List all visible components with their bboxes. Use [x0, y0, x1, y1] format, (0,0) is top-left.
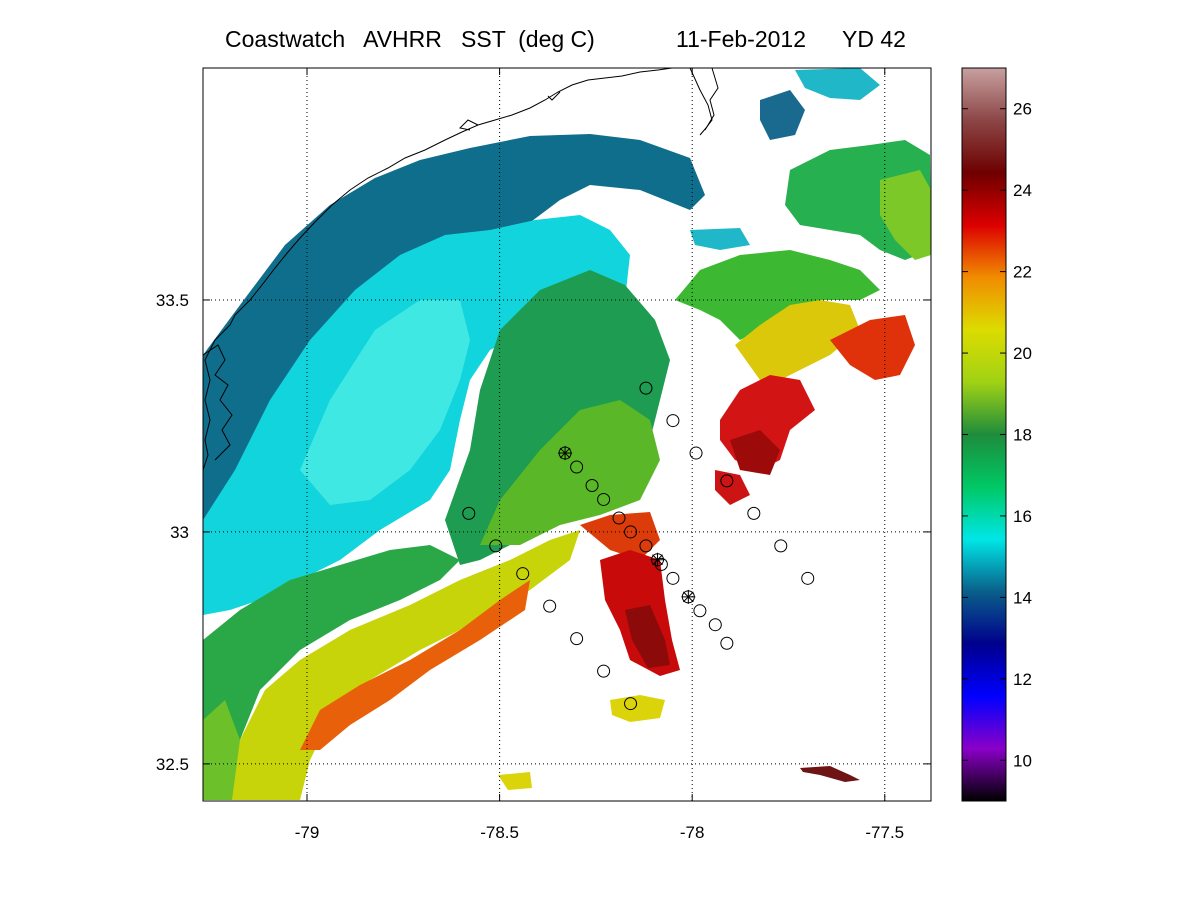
yearday-label: YD 42 [842, 26, 906, 52]
station-marker [720, 636, 734, 650]
colorbar-scale [961, 67, 1007, 802]
colorbar-tick-label: 18 [1013, 426, 1032, 445]
station-marker [489, 539, 503, 553]
sst-southwest-green [203, 545, 460, 800]
sst-red-inner [625, 605, 670, 668]
colorbar-tick-label: 16 [1013, 507, 1032, 526]
sst-east-orange-patch [830, 315, 915, 380]
station-marker [654, 557, 668, 571]
station-marker [666, 414, 680, 428]
station-marker [774, 539, 788, 553]
colorbar-tick-label: 20 [1013, 344, 1032, 363]
colorbar-tick-label: 14 [1013, 588, 1032, 607]
coast-barrier-island [704, 67, 719, 131]
sst-small-red-patch [715, 470, 750, 505]
sst-field [203, 68, 931, 800]
station-marker [597, 492, 611, 506]
sst-light-cyan-patch [300, 300, 470, 505]
sst-northeast-lime [880, 170, 931, 260]
product-title: Coastwatch AVHRR SST (deg C) [225, 26, 595, 52]
grid-lines [203, 68, 931, 801]
x-tick-label: -78 [680, 823, 705, 842]
colorbar-tick-label: 22 [1013, 263, 1032, 282]
colorbar-ticks: 10 12 14 16 18 20 22 24 26 [962, 100, 1032, 770]
station-marker [624, 525, 638, 539]
station-marker [720, 474, 734, 488]
sst-orange-band [300, 580, 530, 750]
x-tick-label: -78.5 [480, 823, 519, 842]
sst-dark-red-streak [800, 766, 860, 782]
station-marker [516, 567, 530, 581]
y-tick-label: 33 [170, 523, 189, 542]
sst-east-yellow [735, 300, 860, 380]
station-marker [570, 632, 584, 646]
colorbar-tick-label: 12 [1013, 670, 1032, 689]
map-title: Coastwatch AVHRR SST (deg C) 11-Feb-2012… [0, 26, 1200, 62]
station-marker [462, 506, 476, 520]
sst-south-green-corner [203, 700, 240, 800]
date-label: 11-Feb-2012 [676, 26, 806, 52]
sst-northeast-cool [760, 90, 805, 140]
station-marker [801, 571, 815, 585]
axis-ticks: -79 -78.5 -78 -77.5 33.5 33 32.5 [156, 68, 931, 842]
station-marker [585, 479, 599, 493]
station-marker [597, 664, 611, 678]
station-marker [543, 599, 557, 613]
station-marker [639, 381, 653, 395]
coast-inlet-detail [202, 344, 233, 461]
station-marker [612, 511, 626, 525]
x-tick-label: -79 [295, 823, 320, 842]
station-markers [462, 381, 815, 711]
y-tick-label: 32.5 [156, 755, 189, 774]
y-tick-label: 33.5 [156, 291, 189, 310]
station-marker-cross [559, 447, 571, 459]
station-marker [708, 618, 722, 632]
map-area [202, 67, 932, 802]
sst-yellow-fleck [498, 772, 532, 790]
sst-northeast-cyan [795, 68, 880, 100]
sst-east-green [675, 250, 880, 340]
colorbar-tick-label: 10 [1013, 751, 1032, 770]
station-marker [570, 460, 584, 474]
map-frame [202, 67, 932, 802]
sst-yellow-patch-south [610, 695, 665, 722]
sst-cyan-fleck [690, 228, 750, 250]
colorbar: 10 12 14 16 18 20 22 24 26 [961, 67, 1032, 802]
coastline [202, 67, 713, 471]
station-marker [693, 604, 707, 618]
sst-green-core [480, 400, 660, 545]
station-marker [639, 539, 653, 553]
colorbar-tick-label: 24 [1013, 181, 1032, 200]
station-marker-cross [682, 591, 694, 603]
station-marker [624, 697, 638, 711]
colorbar-tick-label: 26 [1013, 100, 1032, 119]
sst-east-red-dark [730, 430, 780, 475]
station-marker [747, 506, 761, 520]
station-marker [689, 446, 703, 460]
sst-shelf-cool-band [203, 134, 705, 610]
x-tick-label: -77.5 [865, 823, 904, 842]
station-marker [666, 571, 680, 585]
